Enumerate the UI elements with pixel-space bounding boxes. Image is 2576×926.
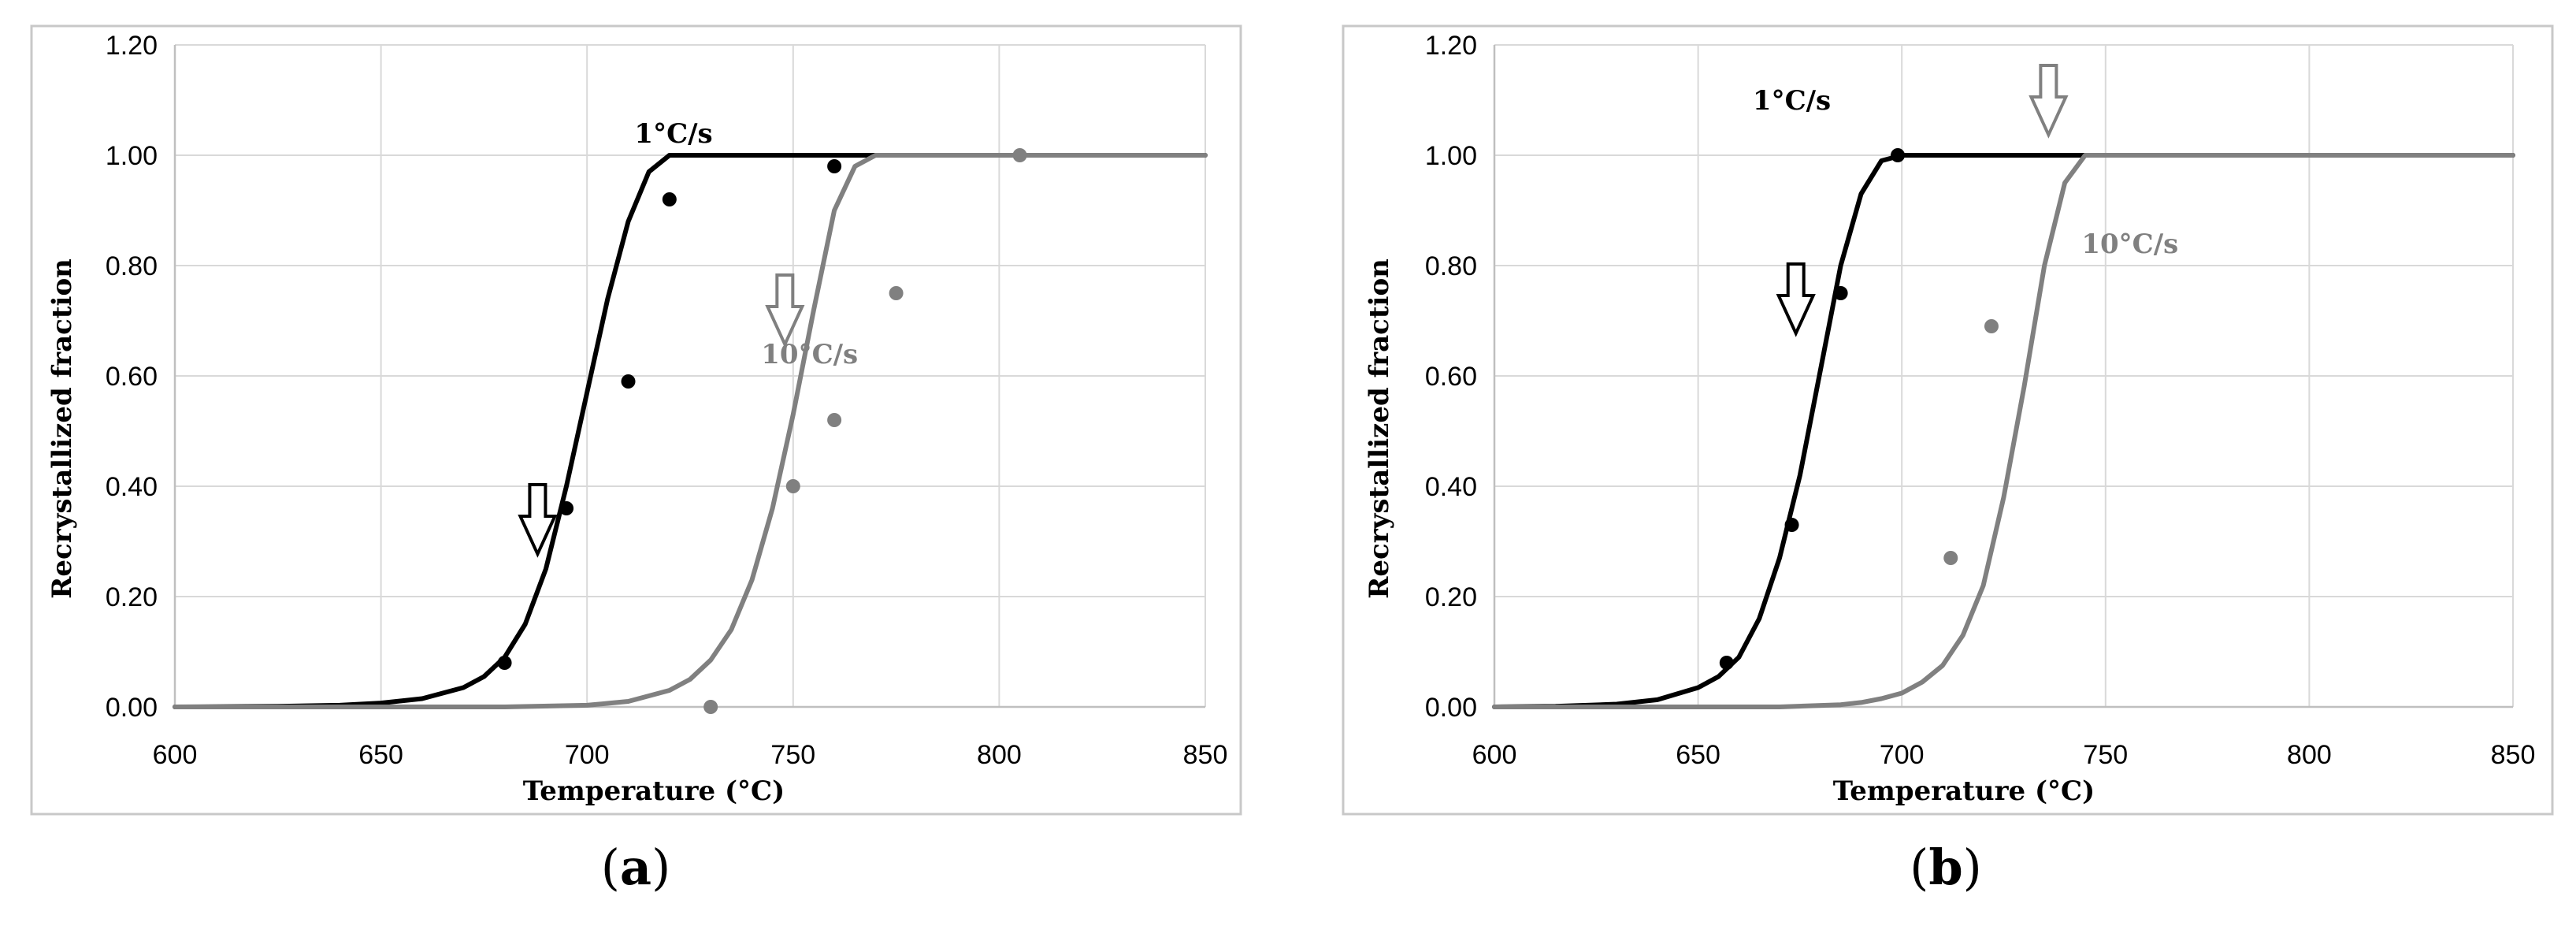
- series-line: [1492, 153, 2515, 709]
- chart-panel-b: 0.00 0.20 0.40 0.60 0.80 1.00 1.20 600 650 700 750…: [1342, 24, 2554, 896]
- data-point: [1833, 286, 1848, 300]
- x-tick-label: 850: [2491, 740, 2536, 770]
- data-point: [1784, 518, 1799, 532]
- series-line: [1492, 153, 2515, 709]
- y-tick-label: 0.00: [1425, 693, 1477, 723]
- data-point: [621, 374, 636, 389]
- data-point: [827, 159, 842, 173]
- series-layer: 1°C/s 10°C/s: [1492, 64, 2515, 709]
- data-point: [497, 656, 512, 670]
- y-tick-label: 0.60: [106, 362, 158, 392]
- x-axis-title: Temperature (°C): [1833, 775, 2095, 807]
- panel-letter-b: b: [1928, 839, 1962, 896]
- series-label: 1°C/s: [634, 118, 712, 150]
- x-tick-label: 650: [1676, 740, 1720, 770]
- x-tick-label: 700: [1880, 740, 1925, 770]
- y-tick-label: 0.40: [106, 472, 158, 502]
- labels: Temperature (°C) Recrystallized fraction: [46, 258, 785, 807]
- panel-caption-a: (a): [601, 839, 671, 896]
- series-line: [173, 153, 1208, 709]
- series-1: 10°C/s: [173, 148, 1208, 714]
- arrow-marker: [518, 483, 558, 558]
- series-layer: 1°C/s 10°C/s: [173, 118, 1208, 714]
- data-point: [1012, 148, 1027, 162]
- data-point: [559, 501, 574, 515]
- series-0: 1°C/s: [173, 118, 1208, 709]
- series-label: 1°C/s: [1753, 85, 1831, 117]
- arrow-marker: [2029, 64, 2069, 139]
- series-1: 10°C/s: [1492, 64, 2515, 709]
- data-point: [1719, 656, 1734, 670]
- axes: 0.00 0.20 0.40 0.60 0.80 1.00 1.20 600 650 700 750…: [1425, 31, 2536, 770]
- x-tick-label: 600: [1472, 740, 1517, 770]
- y-tick-label: 0.00: [106, 693, 158, 723]
- y-tick-label: 1.00: [1425, 141, 1477, 171]
- arrow-marker: [765, 273, 805, 348]
- data-point: [889, 286, 904, 300]
- x-tick-label: 650: [358, 740, 403, 770]
- y-tick-label: 0.80: [106, 251, 158, 281]
- data-point: [785, 479, 800, 493]
- y-tick-label: 0.20: [1425, 582, 1477, 612]
- arrow-marker: [1776, 262, 1816, 337]
- y-tick-label: 1.20: [106, 31, 158, 61]
- x-tick-label: 800: [977, 740, 1022, 770]
- series-line: [173, 153, 1208, 709]
- y-axis-title: Recrystallized fraction: [46, 258, 78, 599]
- chart-frame: [1342, 24, 2554, 816]
- y-tick-label: 0.40: [1425, 472, 1477, 502]
- series-label: 10°C/s: [761, 339, 858, 370]
- y-tick-label: 0.60: [1425, 362, 1477, 392]
- panel-letter-a: a: [620, 839, 651, 896]
- data-point: [1984, 319, 1999, 333]
- data-point: [1891, 148, 1906, 162]
- chart-panel-a: 0.00 0.20 0.40 0.60 0.80 1.00 1.20 600 650 700 750…: [30, 24, 1242, 896]
- x-tick-label: 700: [565, 740, 610, 770]
- x-tick-label: 800: [2287, 740, 2332, 770]
- labels: Temperature (°C) Recrystallized fraction: [1364, 258, 2095, 807]
- data-point: [662, 192, 677, 206]
- y-axis-title: Recrystallized fraction: [1364, 258, 1395, 599]
- data-point: [827, 413, 842, 427]
- panel-caption-b: (b): [1910, 839, 1982, 896]
- data-point: [1943, 551, 1958, 565]
- x-tick-label: 750: [2083, 740, 2128, 770]
- y-tick-label: 1.00: [106, 141, 158, 171]
- y-tick-label: 0.80: [1425, 251, 1477, 281]
- y-tick-label: 1.20: [1425, 31, 1477, 61]
- series-0: 1°C/s: [1492, 85, 2515, 709]
- data-point: [703, 700, 718, 714]
- x-axis-title: Temperature (°C): [523, 775, 785, 807]
- axes: 0.00 0.20 0.40 0.60 0.80 1.00 1.20 600 650 700 750…: [106, 31, 1228, 770]
- series-label: 10°C/s: [2081, 229, 2178, 260]
- x-tick-label: 750: [770, 740, 815, 770]
- x-tick-label: 600: [153, 740, 198, 770]
- y-tick-label: 0.20: [106, 582, 158, 612]
- x-tick-label: 850: [1183, 740, 1228, 770]
